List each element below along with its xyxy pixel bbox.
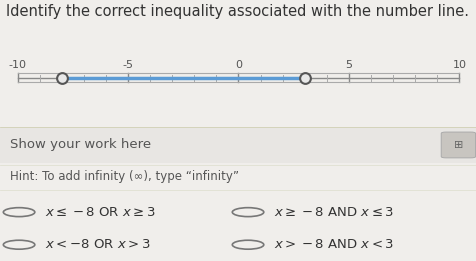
Text: $x \geq -8\ \mathrm{AND}\ x \leq 3$: $x \geq -8\ \mathrm{AND}\ x \leq 3$ bbox=[274, 206, 394, 219]
Text: $x > -8\ \mathrm{AND}\ x < 3$: $x > -8\ \mathrm{AND}\ x < 3$ bbox=[274, 238, 394, 251]
FancyBboxPatch shape bbox=[0, 127, 476, 163]
Text: ⊞: ⊞ bbox=[453, 140, 462, 150]
Text: 5: 5 bbox=[345, 60, 352, 69]
Text: 10: 10 bbox=[451, 60, 466, 69]
Text: Identify the correct inequality associated with the number line.: Identify the correct inequality associat… bbox=[6, 4, 468, 19]
Text: -5: -5 bbox=[122, 60, 133, 69]
Text: Show your work here: Show your work here bbox=[10, 138, 150, 151]
Text: 0: 0 bbox=[235, 60, 241, 69]
FancyBboxPatch shape bbox=[440, 132, 475, 158]
Point bbox=[300, 76, 308, 80]
Text: Hint: To add infinity (∞), type “infinity”: Hint: To add infinity (∞), type “infinit… bbox=[10, 170, 238, 183]
Point bbox=[58, 76, 66, 80]
Text: $x \leq -8\ \mathrm{OR}\ x \geq 3$: $x \leq -8\ \mathrm{OR}\ x \geq 3$ bbox=[45, 206, 156, 219]
Text: -10: -10 bbox=[9, 60, 27, 69]
Text: $x < -8\ \mathrm{OR}\ x > 3$: $x < -8\ \mathrm{OR}\ x > 3$ bbox=[45, 238, 151, 251]
